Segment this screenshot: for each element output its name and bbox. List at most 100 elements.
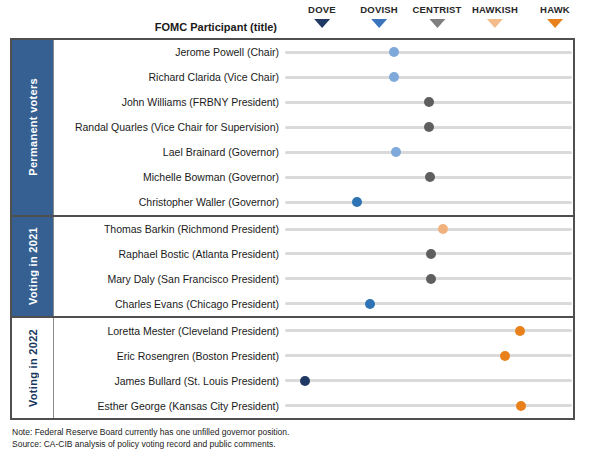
stance-dot — [389, 72, 399, 82]
section-band: Voting in 2021 — [12, 217, 54, 317]
note-line: Note: Federal Reserve Board currently ha… — [12, 426, 289, 438]
section-rows: Thomas Barkin (Richmond President) Raphae… — [54, 217, 575, 317]
stance-dot — [424, 122, 434, 132]
track-line — [285, 51, 572, 54]
legend-item-hawkish: HAWKISH — [472, 4, 518, 28]
participant-row: Jerome Powell (Chair) — [54, 40, 572, 65]
participant-name: Mary Daly (San Francisco President) — [54, 273, 279, 285]
track-line — [285, 404, 572, 407]
stance-track — [285, 217, 572, 242]
stance-dot — [352, 197, 362, 207]
participant-name: Thomas Barkin (Richmond President) — [54, 223, 279, 235]
legend-label: HAWKISH — [472, 4, 518, 15]
stance-track — [285, 115, 572, 140]
stance-dot — [438, 224, 448, 234]
participant-row: Lael Brainard (Governor) — [54, 140, 572, 165]
source-line: Source: CA-CIB analysis of policy voting… — [12, 438, 289, 450]
plot-frame: Permanent voters Jerome Powell (Chair) Ric… — [10, 38, 575, 420]
participant-row: Esther George (Kansas City President) — [54, 393, 572, 418]
stance-dot — [389, 47, 399, 57]
participant-name: John Williams (FRBNY President) — [54, 96, 279, 108]
stance-dot — [516, 401, 526, 411]
section-label: Permanent voters — [27, 78, 39, 176]
stance-track — [285, 140, 572, 165]
participant-row: Michelle Bowman (Governor) — [54, 165, 572, 190]
triangle-marker-icon — [429, 19, 445, 28]
section-rows: Jerome Powell (Chair) Richard Clarida (Vi… — [54, 40, 575, 215]
participant-row: John Williams (FRBNY President) — [54, 90, 572, 115]
participant-name: Christopher Waller (Governor) — [54, 196, 279, 208]
triangle-marker-icon — [547, 19, 563, 28]
participant-row: Eric Rosengren (Boston President) — [54, 343, 572, 368]
stance-dot — [500, 351, 510, 361]
legend-label: DOVISH — [360, 4, 398, 15]
track-line — [285, 302, 572, 305]
section-label: Voting in 2021 — [27, 227, 39, 305]
track-line — [285, 228, 572, 231]
participant-name: Richard Clarida (Vice Chair) — [54, 71, 279, 83]
participant-row: Richard Clarida (Vice Chair) — [54, 65, 572, 90]
footnotes: Note: Federal Reserve Board currently ha… — [12, 426, 289, 451]
legend-item-hawk: HAWK — [540, 4, 570, 28]
legend: DOVE DOVISH CENTRIST HAWKISH HAWK — [293, 4, 580, 38]
stance-track — [285, 40, 572, 65]
fomc-dove-hawk-chart: FOMC Participant (title) DOVE DOVISH CENTR… — [0, 0, 600, 455]
triangle-marker-icon — [371, 19, 387, 28]
track-line — [285, 151, 572, 154]
legend-label: HAWK — [540, 4, 570, 15]
triangle-marker-icon — [487, 19, 503, 28]
stance-track — [285, 165, 572, 190]
participant-name: Esther George (Kansas City President) — [54, 400, 279, 412]
stance-dot — [426, 274, 436, 284]
section-band: Permanent voters — [12, 40, 54, 215]
participant-name: Charles Evans (Chicago President) — [54, 298, 279, 310]
stance-track — [285, 190, 572, 215]
participant-name: Loretta Mester (Cleveland President) — [54, 325, 279, 337]
legend-item-dove: DOVE — [308, 4, 336, 28]
section-voting-in-2022: Voting in 2022 Loretta Mester (Cleveland … — [12, 316, 573, 418]
participant-row: Raphael Bostic (Atlanta President) — [54, 241, 572, 266]
stance-dot — [426, 249, 436, 259]
participant-row: Mary Daly (San Francisco President) — [54, 266, 572, 291]
participant-row: James Bullard (St. Louis President) — [54, 368, 572, 393]
stance-dot — [391, 147, 401, 157]
stance-dot — [515, 326, 525, 336]
participant-name: Raphael Bostic (Atlanta President) — [54, 248, 279, 260]
section-permanent-voters: Permanent voters Jerome Powell (Chair) Ric… — [12, 40, 573, 215]
participant-row: Thomas Barkin (Richmond President) — [54, 217, 572, 242]
track-line — [285, 201, 572, 204]
stance-track — [285, 343, 572, 368]
stance-track — [285, 368, 572, 393]
participant-name: Jerome Powell (Chair) — [54, 46, 279, 58]
participant-row: Charles Evans (Chicago President) — [54, 291, 572, 316]
participant-row: Randal Quarles (Vice Chair for Supervisi… — [54, 115, 572, 140]
section-rows: Loretta Mester (Cleveland President) Eric… — [54, 318, 575, 418]
track-line — [285, 354, 572, 357]
stance-track — [285, 90, 572, 115]
legend-label: DOVE — [308, 4, 336, 15]
stance-dot — [424, 97, 434, 107]
legend-label: CENTRIST — [413, 4, 462, 15]
participant-name: James Bullard (St. Louis President) — [54, 375, 279, 387]
chart-title: FOMC Participant (title) — [0, 21, 277, 33]
legend-item-centrist: CENTRIST — [413, 4, 462, 28]
track-line — [285, 379, 572, 382]
stance-dot — [365, 299, 375, 309]
stance-dot — [300, 376, 310, 386]
participant-name: Lael Brainard (Governor) — [54, 146, 279, 158]
stance-dot — [425, 172, 435, 182]
participant-name: Eric Rosengren (Boston President) — [54, 350, 279, 362]
stance-track — [285, 291, 572, 316]
stance-track — [285, 266, 572, 291]
participant-row: Loretta Mester (Cleveland President) — [54, 318, 572, 343]
track-line — [285, 329, 572, 332]
stance-track — [285, 65, 572, 90]
legend-item-dovish: DOVISH — [360, 4, 398, 28]
participant-name: Michelle Bowman (Governor) — [54, 171, 279, 183]
stance-track — [285, 393, 572, 418]
triangle-marker-icon — [314, 19, 330, 28]
participant-row: Christopher Waller (Governor) — [54, 190, 572, 215]
stance-track — [285, 318, 572, 343]
section-label: Voting in 2022 — [27, 329, 39, 407]
stance-track — [285, 241, 572, 266]
